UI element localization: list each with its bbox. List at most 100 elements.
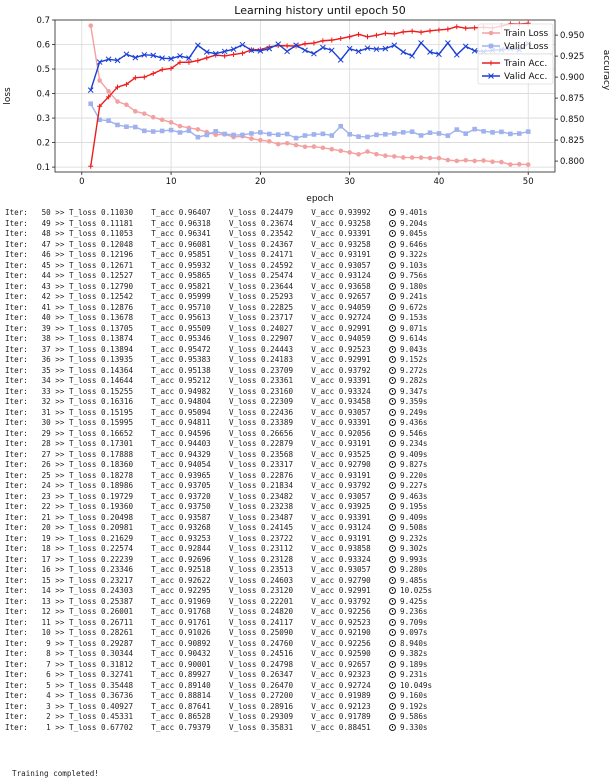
log-row: Iter: 15 >> T_loss 0.23217 T_acc 0.92622… [5, 576, 605, 587]
data-point-train-loss [454, 158, 460, 164]
data-point-train-acc [338, 36, 344, 42]
clock-icon [389, 723, 397, 731]
log-row-text: Iter: 30 >> T_loss 0.15995 T_acc 0.94811… [5, 418, 390, 427]
clock-icon [389, 692, 397, 699]
data-point-valid-acc [337, 56, 344, 63]
log-row: Iter: 22 >> T_loss 0.19360 T_acc 0.93750… [5, 502, 605, 513]
log-row-text: Iter: 4 >> T_loss 0.36736 T_acc 0.88814 … [5, 691, 390, 700]
log-row: Iter: 26 >> T_loss 0.18360 T_acc 0.94054… [5, 460, 605, 471]
legend-label-train-acc: Train Acc. [503, 59, 547, 69]
log-row-time: 10.049s [400, 680, 433, 690]
clock-icon [389, 324, 397, 332]
clock-icon [389, 366, 397, 374]
clock-icon [389, 671, 397, 678]
data-point-valid-loss [88, 101, 94, 107]
data-point-valid-acc [159, 55, 165, 62]
log-row-text: Iter: 46 >> T_loss 0.12196 T_acc 0.95851… [5, 250, 390, 259]
x-tick-label: 40 [434, 177, 445, 187]
log-row: Iter: 42 >> T_loss 0.12542 T_acc 0.95999… [5, 292, 605, 303]
clock-icon [389, 398, 397, 405]
log-row: Iter: 20 >> T_loss 0.20981 T_acc 0.93268… [5, 523, 605, 534]
clock-icon [389, 303, 397, 311]
series-valid-acc [87, 40, 532, 93]
log-row-time: 9.189s [400, 659, 428, 669]
data-point-valid-acc [150, 52, 157, 59]
data-point-valid-acc [186, 55, 192, 62]
data-point-train-loss [445, 157, 451, 163]
data-point-train-acc [391, 31, 397, 37]
data-point-train-loss [168, 120, 174, 125]
log-row-text: Iter: 21 >> T_loss 0.20498 T_acc 0.93587… [5, 512, 390, 522]
data-point-valid-acc [266, 45, 273, 52]
clock-icon [389, 408, 397, 416]
data-point-valid-acc [453, 51, 460, 58]
data-point-valid-loss [266, 131, 272, 137]
log-row-time: 9.709s [400, 617, 428, 627]
data-point-valid-loss [499, 129, 504, 135]
data-point-train-acc [347, 34, 353, 40]
clock-icon [389, 419, 397, 426]
data-point-valid-loss [204, 132, 210, 138]
log-row: Iter: 6 >> T_loss 0.32741 T_acc 0.89927 … [5, 670, 605, 681]
clock-icon [389, 681, 397, 689]
log-row-time: 9.401s [400, 208, 428, 217]
y-tick-label-right: 0.900 [560, 73, 584, 83]
data-point-train-loss [150, 114, 156, 120]
data-point-train-loss [302, 144, 308, 150]
log-row-text: Iter: 2 >> T_loss 0.45331 T_acc 0.86528 … [5, 712, 390, 721]
log-row-text: Iter: 26 >> T_loss 0.18360 T_acc 0.94054… [5, 460, 390, 469]
data-point-valid-loss [508, 131, 513, 137]
log-row: Iter: 5 >> T_loss 0.35448 T_acc 0.89140 … [5, 681, 605, 692]
x-tick-label: 20 [255, 177, 266, 187]
clock-icon [389, 639, 397, 647]
log-row-time: 9.409s [400, 512, 428, 522]
log-row: Iter: 24 >> T_loss 0.18986 T_acc 0.93705… [5, 481, 605, 492]
data-point-train-acc [302, 41, 308, 47]
data-point-valid-acc [248, 47, 255, 54]
data-point-valid-loss [302, 133, 308, 138]
data-point-valid-acc [471, 48, 478, 54]
log-row: Iter: 44 >> T_loss 0.12527 T_acc 0.95865… [5, 271, 605, 282]
log-row-text: Iter: 13 >> T_loss 0.25387 T_acc 0.91969… [5, 596, 390, 606]
x-tick-label: 10 [166, 177, 177, 187]
log-row: Iter: 39 >> T_loss 0.13705 T_acc 0.95509… [5, 324, 605, 335]
data-point-valid-acc [346, 45, 353, 52]
log-row: Iter: 29 >> T_loss 0.16652 T_acc 0.94596… [5, 429, 605, 440]
data-point-valid-loss [427, 130, 433, 136]
log-row-text: Iter: 37 >> T_loss 0.13894 T_acc 0.95472… [5, 344, 390, 354]
legend-label-train-loss: Train Loss [503, 29, 549, 39]
log-row: Iter: 28 >> T_loss 0.17301 T_acc 0.94403… [5, 439, 605, 450]
data-point-train-acc [204, 55, 210, 61]
data-point-train-loss [516, 161, 522, 167]
data-point-valid-loss [231, 132, 236, 138]
log-row: Iter: 11 >> T_loss 0.26711 T_acc 0.91761… [5, 618, 605, 629]
log-row-time: 9.220s [400, 470, 428, 480]
log-row: Iter: 36 >> T_loss 0.13935 T_acc 0.95383… [5, 355, 605, 366]
log-row-text: Iter: 40 >> T_loss 0.13678 T_acc 0.95613… [5, 313, 390, 322]
log-row-time: 9.227s [400, 481, 428, 490]
data-point-valid-loss [525, 129, 531, 134]
legend-marker-train-acc [488, 60, 494, 66]
data-point-train-acc [123, 81, 129, 87]
legend-marker-train-loss [488, 30, 494, 36]
data-point-train-acc [115, 84, 120, 90]
y-axis-label-left: loss [3, 87, 13, 105]
log-row-time: 9.071s [400, 323, 428, 333]
data-point-valid-loss [391, 131, 397, 136]
log-row-time: 9.234s [400, 439, 428, 448]
data-point-train-loss [258, 137, 263, 143]
training-complete-message: Training completed! [12, 769, 99, 778]
series-layer [87, 20, 532, 169]
log-row-time: 9.425s [400, 596, 428, 606]
data-point-train-acc [445, 26, 451, 32]
log-row-time: 9.382s [400, 649, 428, 658]
log-row: Iter: 43 >> T_loss 0.12790 T_acc 0.95821… [5, 282, 605, 293]
legend-marker-valid-acc [488, 73, 494, 79]
data-point-valid-acc [195, 42, 201, 49]
data-point-train-acc [382, 30, 388, 36]
log-row-time: 9.508s [400, 523, 428, 532]
log-row-time: 9.646s [400, 239, 428, 249]
data-point-train-loss [106, 88, 111, 94]
data-point-valid-acc [293, 42, 299, 49]
data-point-valid-acc [320, 44, 326, 51]
